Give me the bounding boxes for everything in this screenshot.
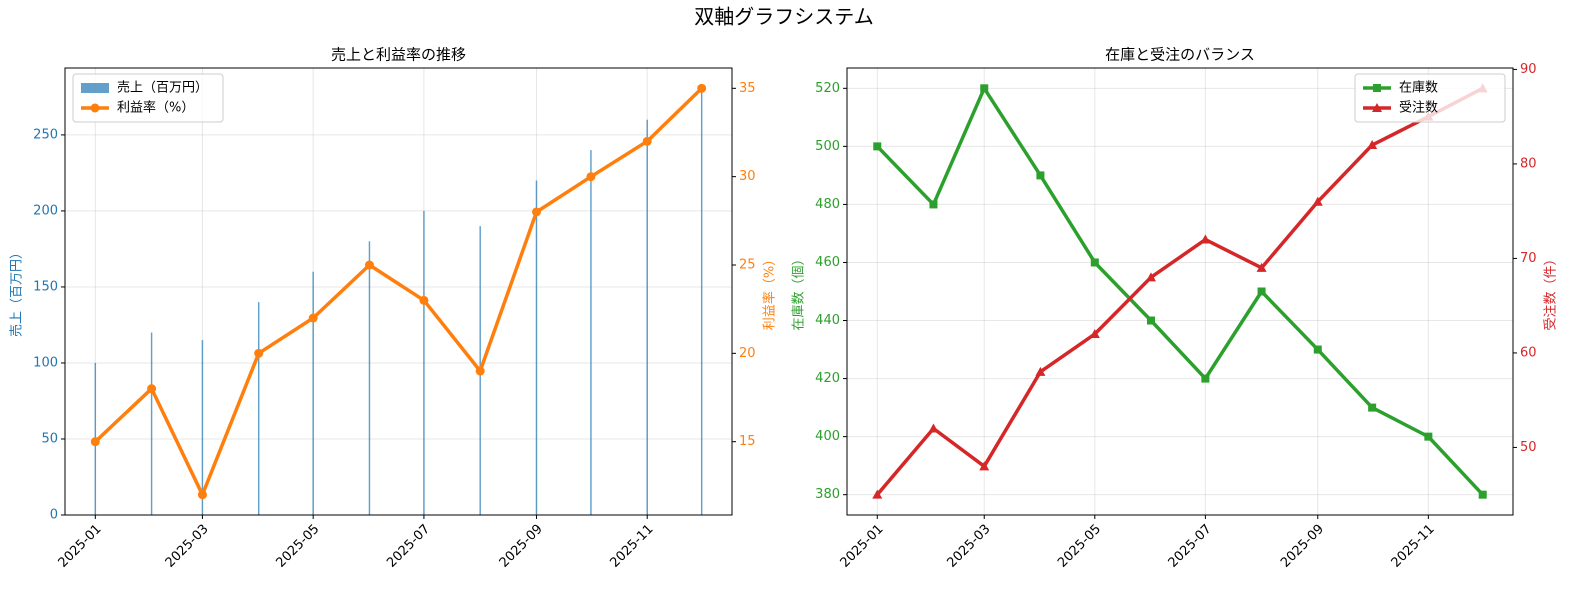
legend-label: 在庫数 — [1399, 81, 1438, 96]
plot-frame — [846, 67, 1514, 516]
y-tick-label: 50 — [41, 431, 58, 446]
chart-title: 在庫と受注のバランス — [1105, 46, 1255, 64]
y2-tick-label: 90 — [1520, 62, 1537, 77]
legend-label: 利益率（%） — [117, 100, 194, 116]
y-tick-label: 460 — [815, 255, 840, 270]
bar — [700, 89, 703, 516]
plot-frame — [64, 67, 733, 516]
legend-swatch — [81, 83, 109, 93]
line — [94, 87, 703, 497]
marker — [1145, 272, 1156, 282]
marker — [308, 313, 318, 323]
marker — [1312, 196, 1323, 206]
marker — [1256, 262, 1267, 272]
marker — [1372, 103, 1382, 112]
marker — [873, 142, 882, 151]
marker — [197, 490, 207, 500]
y2-tick-label: 80 — [1520, 156, 1537, 171]
bar — [257, 302, 260, 515]
bar — [201, 340, 204, 515]
y2-axis-label: 利益率（%） — [762, 253, 778, 330]
marker — [980, 84, 989, 93]
y2-tick-label: 25 — [739, 257, 756, 272]
marker — [1036, 171, 1045, 180]
marker — [1090, 258, 1099, 267]
marker — [1201, 374, 1210, 383]
marker — [929, 200, 938, 209]
y-tick-label: 150 — [33, 279, 58, 294]
marker — [928, 423, 939, 433]
legend: 売上（百万円） 利益率（%） — [72, 73, 224, 123]
y-axis-label: 売上（百万円） — [9, 246, 25, 337]
y-tick-label: 250 — [33, 127, 58, 142]
marker — [979, 461, 990, 471]
legend-box — [1354, 73, 1506, 123]
bar — [423, 210, 425, 515]
marker — [1257, 287, 1266, 296]
line — [875, 86, 1484, 496]
legend-box — [72, 73, 224, 123]
legend-label: 受注数 — [1399, 101, 1438, 116]
y2-tick-label: 35 — [739, 81, 756, 96]
marker — [642, 136, 652, 146]
marker — [1373, 84, 1381, 92]
y-tick-label: 200 — [33, 203, 58, 218]
legend-label: 売上（百万円） — [117, 80, 208, 96]
marker — [419, 295, 429, 305]
marker — [90, 437, 100, 447]
marker — [254, 348, 264, 358]
y-tick-label: 420 — [815, 371, 840, 386]
y-tick-label: 520 — [815, 81, 840, 96]
y2-axis-label: 受注数（件） — [1544, 252, 1559, 330]
marker — [1313, 345, 1322, 354]
y-axis-label: 在庫数（個） — [792, 252, 807, 330]
marker — [1478, 490, 1487, 499]
y2-tick-label: 20 — [739, 346, 756, 361]
y2-tick-label: 70 — [1520, 251, 1537, 266]
marker — [1200, 234, 1211, 244]
marker — [147, 384, 157, 394]
marker — [1035, 366, 1046, 376]
y-tick-label: 440 — [815, 313, 840, 328]
marker — [586, 172, 596, 182]
marker — [872, 489, 883, 499]
y2-tick-label: 50 — [1520, 440, 1537, 455]
y-tick-label: 500 — [815, 139, 840, 154]
y-tick-label: 0 — [50, 508, 58, 523]
y-tick-label: 100 — [33, 355, 58, 370]
marker — [1089, 329, 1100, 339]
bar — [312, 271, 314, 515]
bar — [150, 332, 153, 515]
marker — [475, 366, 485, 376]
bar — [368, 241, 371, 515]
marker — [90, 103, 100, 113]
bar — [590, 150, 592, 515]
marker — [1424, 432, 1433, 441]
marker — [697, 83, 707, 93]
y-tick-label: 380 — [815, 487, 840, 502]
line — [876, 86, 1485, 496]
marker — [1368, 403, 1377, 412]
y2-tick-label: 30 — [739, 169, 756, 184]
marker — [1367, 140, 1378, 150]
y-tick-label: 400 — [815, 429, 840, 444]
chart-title: 売上と利益率の推移 — [331, 46, 466, 64]
y2-tick-label: 60 — [1520, 345, 1537, 360]
bar — [646, 119, 648, 515]
marker — [531, 207, 541, 217]
y2-tick-label: 15 — [739, 434, 756, 449]
figure-title: 双軸グラフシステム — [694, 5, 873, 29]
y-tick-label: 480 — [815, 197, 840, 212]
marker — [364, 260, 374, 270]
marker — [1146, 316, 1155, 325]
bar — [535, 180, 538, 516]
